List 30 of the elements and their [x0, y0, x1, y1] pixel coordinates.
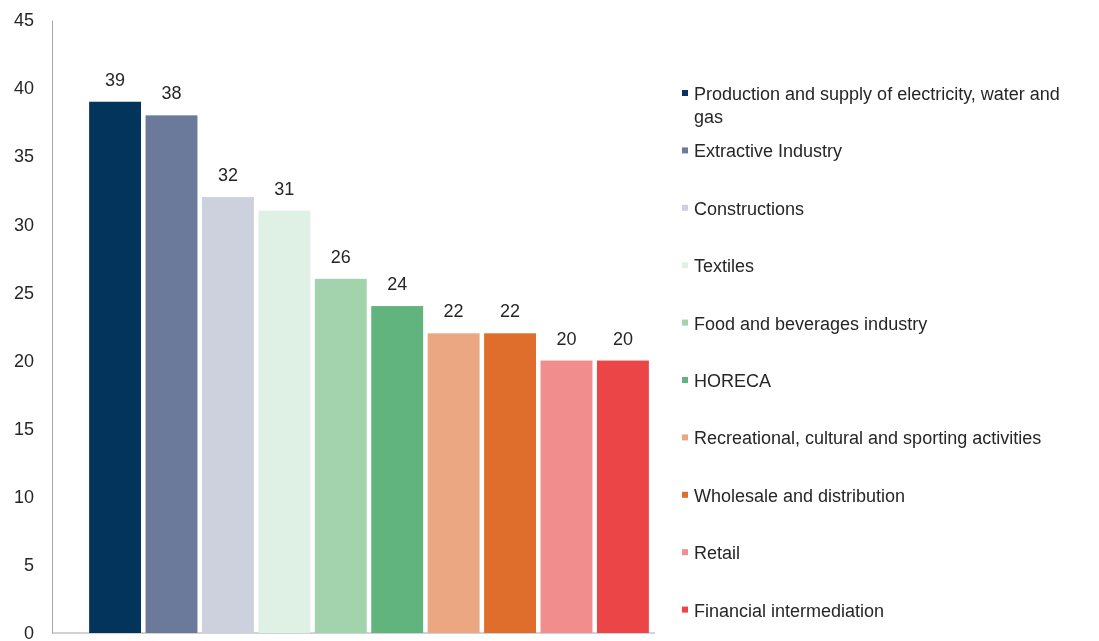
- legend-label: HORECA: [694, 371, 772, 391]
- data-label: 32: [217, 165, 238, 186]
- data-label: 20: [612, 328, 633, 349]
- data-label: 31: [274, 178, 295, 199]
- y-tick-label: 10: [13, 487, 34, 508]
- data-label: 38: [161, 83, 182, 104]
- y-tick-label: 15: [13, 418, 34, 439]
- y-tick-label: 25: [13, 282, 34, 303]
- data-label: 39: [105, 69, 126, 90]
- y-tick-label: 40: [13, 78, 34, 99]
- legend-label: Wholesale and distribution: [694, 485, 906, 506]
- y-tick-label: 0: [23, 623, 34, 641]
- legend-label: Production and supply of electricity, water and gas: [694, 84, 1060, 127]
- legend-label: Recreational, cultural and sporting activities: [694, 428, 1042, 449]
- legend-label: Constructions: [694, 198, 805, 219]
- data-label: 24: [387, 274, 408, 295]
- legend-label: Textiles: [694, 256, 755, 277]
- data-label: 22: [500, 301, 521, 322]
- data-label: 26: [330, 246, 351, 267]
- data-label: 20: [556, 328, 577, 349]
- y-tick-label: 20: [13, 350, 34, 371]
- data-label: 22: [443, 301, 464, 322]
- legend-label: Food and beverages industry: [694, 313, 928, 334]
- y-tick-label: 30: [13, 214, 34, 235]
- y-tick-label: 35: [13, 146, 34, 167]
- y-tick-label: 5: [23, 555, 34, 576]
- y-tick-label: 45: [13, 10, 34, 31]
- legend-label: Extractive Industry: [694, 141, 843, 162]
- legend-label: Financial intermediation: [694, 600, 885, 621]
- legend-label: Retail: [694, 543, 741, 564]
